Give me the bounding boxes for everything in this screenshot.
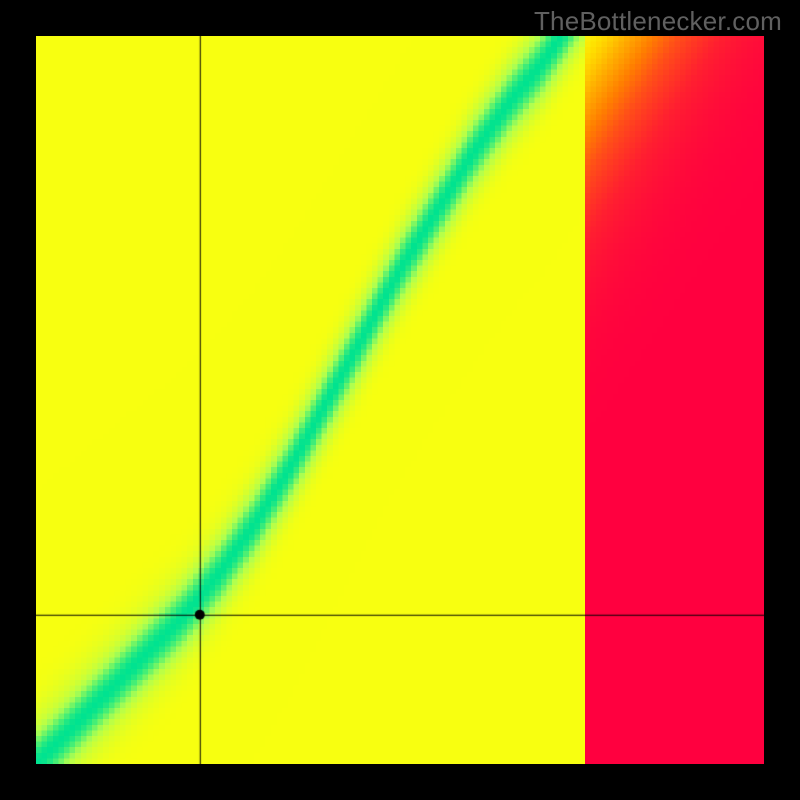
chart-container: TheBottlenecker.com xyxy=(0,0,800,800)
watermark-text: TheBottlenecker.com xyxy=(534,6,782,37)
bottleneck-heatmap xyxy=(36,36,764,764)
